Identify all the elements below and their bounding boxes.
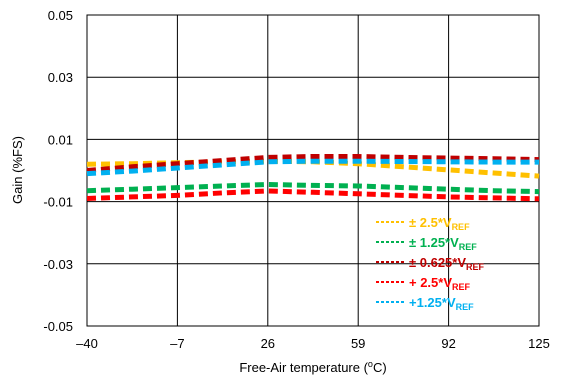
y-tick-label: 0.03 bbox=[48, 70, 73, 85]
gridlines bbox=[86, 14, 540, 327]
y-tick-label: 0.05 bbox=[48, 8, 73, 23]
series-group bbox=[86, 154, 540, 202]
series-line bbox=[86, 181, 540, 195]
y-tick-label: 0.01 bbox=[48, 132, 73, 147]
legend-label: ± 0.625*VREF bbox=[409, 255, 485, 272]
legend: ± 2.5*VREF ± 1.25*VREF ± 0.625*VREF + 2.5*V… bbox=[376, 215, 485, 312]
x-tick-label: 125 bbox=[528, 336, 550, 351]
x-tick-label: 59 bbox=[351, 336, 365, 351]
x-tick-label: 26 bbox=[261, 336, 275, 351]
x-tick-label: –7 bbox=[170, 336, 184, 351]
legend-label: +1.25*VREF bbox=[409, 295, 474, 312]
x-axis-label: Free-Air temperature (oC) bbox=[239, 359, 386, 375]
legend-label: ± 2.5*VREF bbox=[409, 215, 470, 232]
y-tick-label: -0.05 bbox=[43, 319, 73, 334]
series-line bbox=[86, 158, 539, 177]
y-tick-label: -0.01 bbox=[43, 195, 73, 210]
legend-label: + 2.5*VREF bbox=[409, 275, 471, 292]
x-tick-label: 92 bbox=[441, 336, 455, 351]
y-tick-label: -0.03 bbox=[43, 257, 73, 272]
y-axis-label: Gain (%FS) bbox=[10, 136, 25, 204]
x-tick-label: –40 bbox=[76, 336, 98, 351]
series-line bbox=[86, 154, 540, 173]
series-line bbox=[86, 188, 540, 202]
x-tick-labels: –40 –7 26 59 92 125 bbox=[76, 336, 550, 351]
legend-label: ± 1.25*VREF bbox=[409, 235, 477, 252]
y-tick-labels: 0.05 0.03 0.01 -0.01 -0.03 -0.05 bbox=[43, 8, 73, 334]
